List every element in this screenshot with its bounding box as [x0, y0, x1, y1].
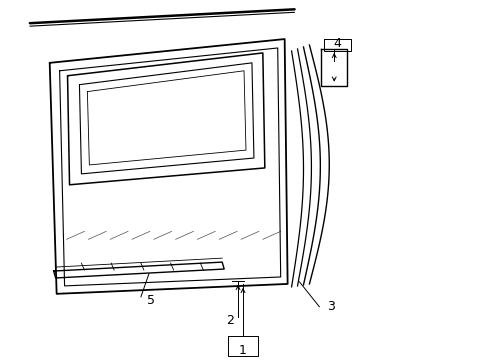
Text: 2: 2 [226, 314, 234, 327]
Text: 1: 1 [239, 344, 247, 357]
Text: 5: 5 [147, 294, 155, 307]
Text: 3: 3 [327, 300, 335, 313]
Text: 4: 4 [333, 36, 341, 50]
